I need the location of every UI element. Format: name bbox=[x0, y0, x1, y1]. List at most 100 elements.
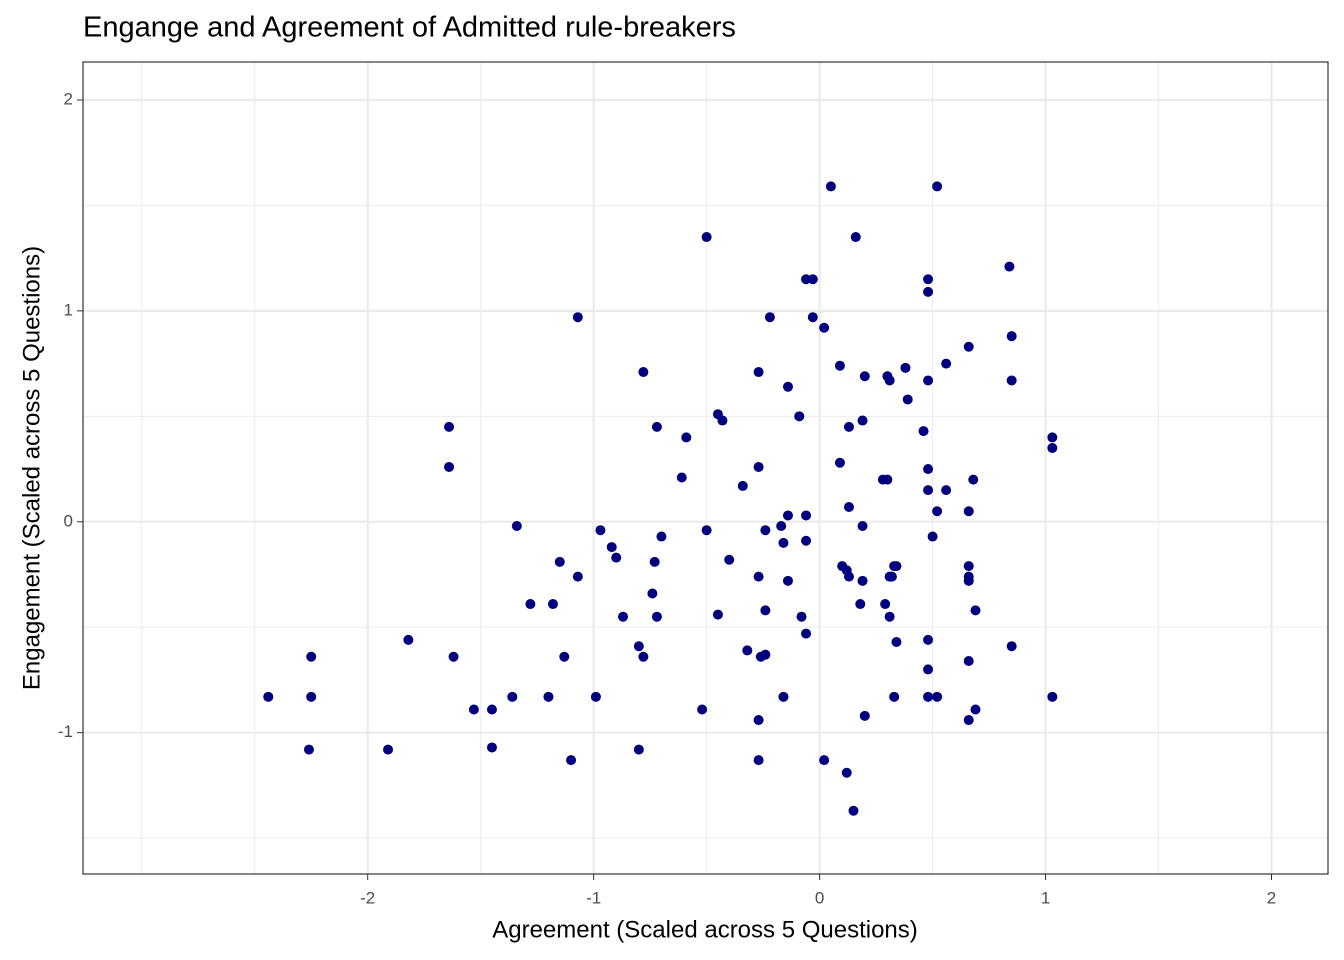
point bbox=[1047, 691, 1058, 702]
point bbox=[1047, 442, 1058, 453]
point bbox=[843, 571, 854, 582]
point bbox=[595, 525, 606, 536]
point bbox=[525, 599, 536, 610]
point bbox=[753, 461, 764, 472]
point bbox=[963, 715, 974, 726]
point bbox=[559, 651, 570, 662]
point bbox=[611, 552, 622, 563]
point bbox=[884, 375, 895, 386]
point bbox=[618, 611, 629, 622]
point bbox=[511, 521, 522, 531]
point bbox=[606, 542, 617, 553]
point bbox=[843, 421, 854, 432]
point bbox=[859, 710, 870, 721]
point bbox=[855, 599, 866, 610]
point bbox=[963, 561, 974, 572]
point bbox=[891, 561, 902, 572]
point bbox=[968, 474, 979, 485]
point bbox=[717, 415, 728, 426]
x-tick-label: 1 bbox=[1041, 888, 1050, 907]
point bbox=[782, 575, 793, 586]
point bbox=[572, 312, 583, 323]
point bbox=[638, 367, 649, 378]
point bbox=[760, 649, 771, 660]
point bbox=[941, 358, 952, 369]
point bbox=[918, 426, 929, 437]
point bbox=[647, 588, 658, 599]
point bbox=[963, 341, 974, 352]
x-axis-title: Agreement (Scaled across 5 Questions) bbox=[492, 916, 918, 943]
point bbox=[778, 537, 789, 548]
point bbox=[701, 232, 712, 243]
y-axis-title: Engagement (Scaled across 5 Questions) bbox=[18, 246, 45, 690]
point bbox=[712, 609, 723, 620]
point bbox=[1006, 375, 1017, 386]
point bbox=[927, 531, 938, 542]
point bbox=[923, 691, 934, 702]
point bbox=[566, 755, 577, 766]
point bbox=[801, 510, 812, 521]
point bbox=[850, 232, 861, 243]
y-tick-label: -1 bbox=[58, 722, 73, 741]
point bbox=[825, 181, 836, 192]
y-tick-label: 0 bbox=[64, 511, 73, 530]
point bbox=[882, 474, 893, 485]
point bbox=[923, 286, 934, 297]
point bbox=[681, 432, 692, 443]
point bbox=[889, 691, 900, 702]
point bbox=[649, 556, 660, 567]
point bbox=[923, 274, 934, 285]
point bbox=[753, 571, 764, 582]
point bbox=[547, 599, 558, 610]
point bbox=[554, 556, 565, 567]
point bbox=[857, 415, 868, 426]
point bbox=[819, 322, 830, 333]
x-tick-label: -1 bbox=[586, 888, 601, 907]
point bbox=[843, 502, 854, 513]
point bbox=[923, 664, 934, 675]
point bbox=[807, 274, 818, 285]
panel-border bbox=[82, 61, 1329, 875]
point bbox=[507, 691, 518, 702]
point bbox=[633, 744, 644, 755]
point bbox=[651, 611, 662, 622]
point bbox=[963, 655, 974, 666]
point bbox=[841, 767, 852, 778]
x-tick-label: 2 bbox=[1267, 888, 1276, 907]
point bbox=[486, 704, 497, 715]
point bbox=[753, 755, 764, 766]
point bbox=[923, 464, 934, 475]
point bbox=[303, 744, 314, 755]
point bbox=[697, 704, 708, 715]
point bbox=[932, 506, 943, 517]
point bbox=[801, 628, 812, 639]
point bbox=[932, 691, 943, 702]
point bbox=[782, 381, 793, 392]
point bbox=[848, 805, 859, 816]
point bbox=[468, 704, 479, 715]
point bbox=[857, 521, 868, 531]
point bbox=[886, 571, 897, 582]
point bbox=[970, 605, 981, 616]
point bbox=[891, 637, 902, 647]
point bbox=[782, 510, 793, 521]
point bbox=[902, 394, 913, 405]
point bbox=[941, 485, 952, 496]
point bbox=[543, 691, 554, 702]
x-tick-label: 0 bbox=[815, 888, 824, 907]
point bbox=[306, 651, 317, 662]
point bbox=[1006, 641, 1017, 652]
point bbox=[794, 411, 805, 422]
point bbox=[742, 645, 753, 656]
point bbox=[857, 575, 868, 586]
point bbox=[1047, 432, 1058, 443]
point bbox=[900, 362, 911, 373]
point bbox=[656, 531, 667, 542]
point bbox=[859, 371, 870, 382]
point bbox=[651, 421, 662, 432]
point bbox=[486, 742, 497, 753]
point bbox=[884, 611, 895, 622]
x-tick-label: -2 bbox=[360, 888, 375, 907]
point bbox=[263, 691, 274, 702]
